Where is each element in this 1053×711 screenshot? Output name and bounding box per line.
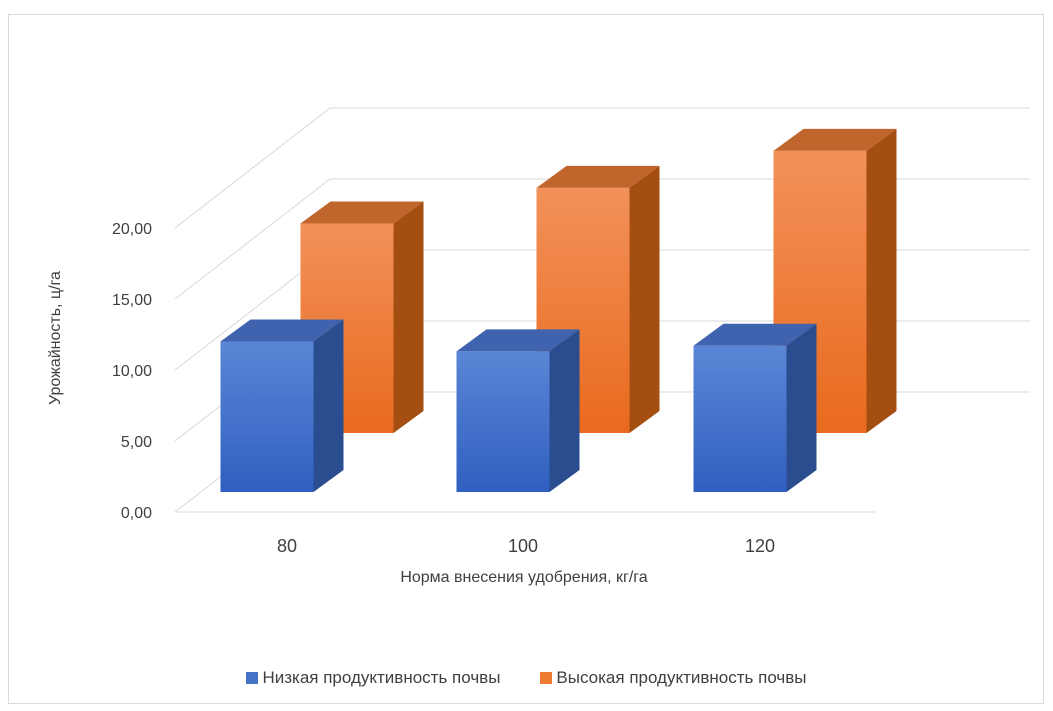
- bar-low-120-top: [693, 323, 817, 346]
- bar-low-100-side: [549, 329, 580, 492]
- bar-low-80-side: [313, 319, 344, 492]
- bar-low-120-side: [786, 323, 817, 492]
- bar-low-80-top: [220, 319, 344, 342]
- bars: [220, 128, 897, 492]
- x-axis-title: Норма внесения удобрения, кг/га: [400, 569, 647, 586]
- legend-item-high: Высокая продуктивность почвы: [540, 668, 807, 688]
- bar-low-80-front: [220, 341, 314, 492]
- y-tick-label: 15,00: [112, 292, 152, 309]
- y-axis-title: Урожайность, ц/га: [47, 271, 64, 405]
- legend-item-low: Низкая продуктивность почвы: [246, 668, 500, 688]
- bar-low-120: [693, 323, 817, 492]
- bar-low-100-top: [456, 329, 580, 352]
- bar-high-80-side: [393, 201, 424, 433]
- bar-high-80-top: [300, 201, 424, 224]
- x-tick-label: 100: [508, 536, 538, 556]
- bar-low-100-front: [456, 351, 550, 492]
- bar-high-100: [536, 165, 660, 433]
- bar-high-120-top: [773, 128, 897, 151]
- legend-label-high: Высокая продуктивность почвы: [556, 668, 807, 687]
- x-axis-ticks: 80 100 120: [277, 536, 775, 556]
- bar-low-120-front: [693, 345, 787, 492]
- gridline: [174, 107, 1030, 229]
- bar-low-100: [456, 329, 580, 492]
- bar-high-120-side: [866, 128, 897, 433]
- bar-high-100-side: [629, 165, 660, 433]
- y-tick-label: 0,00: [121, 505, 152, 522]
- bar-low-80: [220, 319, 344, 492]
- legend-swatch-high: [540, 672, 553, 684]
- y-tick-label: 10,00: [112, 363, 152, 380]
- bar-high-80: [300, 201, 424, 433]
- legend: Низкая продуктивность почвы Высокая прод…: [0, 668, 1053, 688]
- legend-swatch-low: [246, 672, 259, 684]
- y-tick-label: 5,00: [121, 434, 152, 451]
- x-tick-label: 80: [277, 536, 297, 556]
- x-tick-label: 120: [745, 536, 775, 556]
- y-tick-label: 20,00: [112, 221, 152, 238]
- y-axis-ticks: 0,00 5,00 10,00 15,00 20,00: [112, 221, 152, 522]
- bar-high-100-top: [536, 165, 660, 188]
- legend-label-low: Низкая продуктивность почвы: [262, 668, 501, 687]
